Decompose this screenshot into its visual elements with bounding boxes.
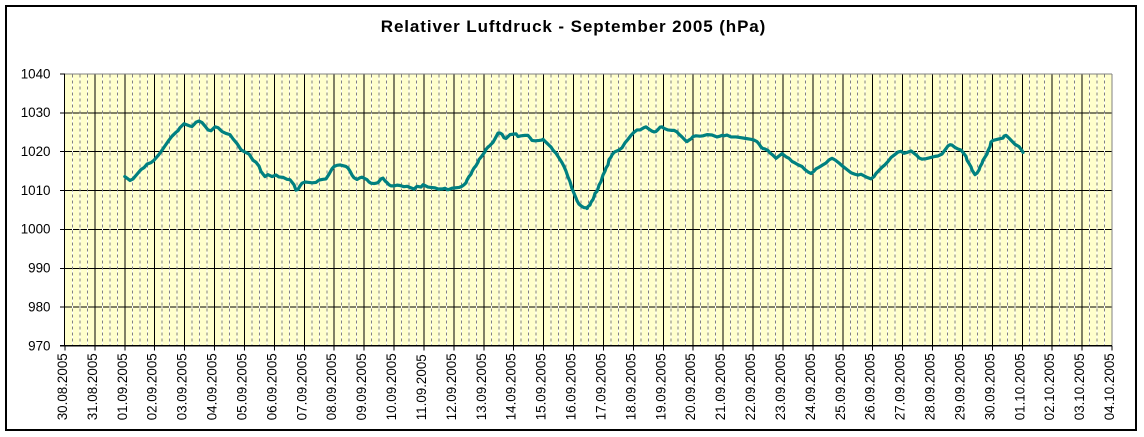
svg-text:13.09.2005: 13.09.2005 (474, 353, 489, 420)
svg-text:04.10.2005: 04.10.2005 (1102, 353, 1117, 420)
svg-text:04.09.2005: 04.09.2005 (205, 353, 220, 420)
svg-text:18.09.2005: 18.09.2005 (623, 353, 638, 420)
svg-text:05.09.2005: 05.09.2005 (234, 353, 249, 420)
svg-text:980: 980 (28, 299, 50, 314)
svg-text:20.09.2005: 20.09.2005 (683, 353, 698, 420)
svg-text:23.09.2005: 23.09.2005 (773, 353, 788, 420)
svg-text:990: 990 (28, 261, 50, 276)
svg-text:15.09.2005: 15.09.2005 (534, 353, 549, 420)
svg-text:09.09.2005: 09.09.2005 (354, 353, 369, 420)
svg-text:30.09.2005: 30.09.2005 (982, 353, 997, 420)
svg-text:1000: 1000 (21, 222, 51, 237)
svg-text:24.09.2005: 24.09.2005 (803, 353, 818, 420)
svg-text:10.09.2005: 10.09.2005 (384, 353, 399, 420)
svg-text:12.09.2005: 12.09.2005 (444, 353, 459, 420)
svg-text:1020: 1020 (21, 144, 51, 159)
svg-text:29.09.2005: 29.09.2005 (952, 353, 967, 420)
svg-text:07.09.2005: 07.09.2005 (294, 353, 309, 420)
svg-text:27.09.2005: 27.09.2005 (893, 353, 908, 420)
svg-text:14.09.2005: 14.09.2005 (504, 353, 519, 420)
svg-text:28.09.2005: 28.09.2005 (923, 353, 938, 420)
svg-text:1010: 1010 (21, 183, 51, 198)
svg-text:1040: 1040 (21, 66, 51, 81)
svg-text:03.09.2005: 03.09.2005 (175, 353, 190, 420)
svg-text:08.09.2005: 08.09.2005 (324, 353, 339, 420)
svg-text:16.09.2005: 16.09.2005 (564, 353, 579, 420)
svg-text:02.10.2005: 02.10.2005 (1042, 353, 1057, 420)
svg-text:11.09.2005: 11.09.2005 (414, 354, 429, 420)
svg-text:22.09.2005: 22.09.2005 (743, 353, 758, 420)
svg-text:01.09.2005: 01.09.2005 (115, 353, 130, 420)
svg-text:26.09.2005: 26.09.2005 (863, 353, 878, 420)
svg-text:30.08.2005: 30.08.2005 (55, 353, 70, 420)
svg-text:21.09.2005: 21.09.2005 (713, 353, 728, 420)
svg-text:03.10.2005: 03.10.2005 (1072, 353, 1087, 420)
svg-text:1030: 1030 (21, 105, 51, 120)
svg-text:17.09.2005: 17.09.2005 (593, 353, 608, 420)
svg-text:31.08.2005: 31.08.2005 (85, 353, 100, 420)
svg-text:970: 970 (28, 338, 50, 353)
svg-text:06.09.2005: 06.09.2005 (264, 353, 279, 420)
svg-text:19.09.2005: 19.09.2005 (653, 353, 668, 420)
svg-text:02.09.2005: 02.09.2005 (145, 353, 160, 420)
svg-text:01.10.2005: 01.10.2005 (1012, 353, 1027, 420)
svg-text:25.09.2005: 25.09.2005 (833, 353, 848, 420)
